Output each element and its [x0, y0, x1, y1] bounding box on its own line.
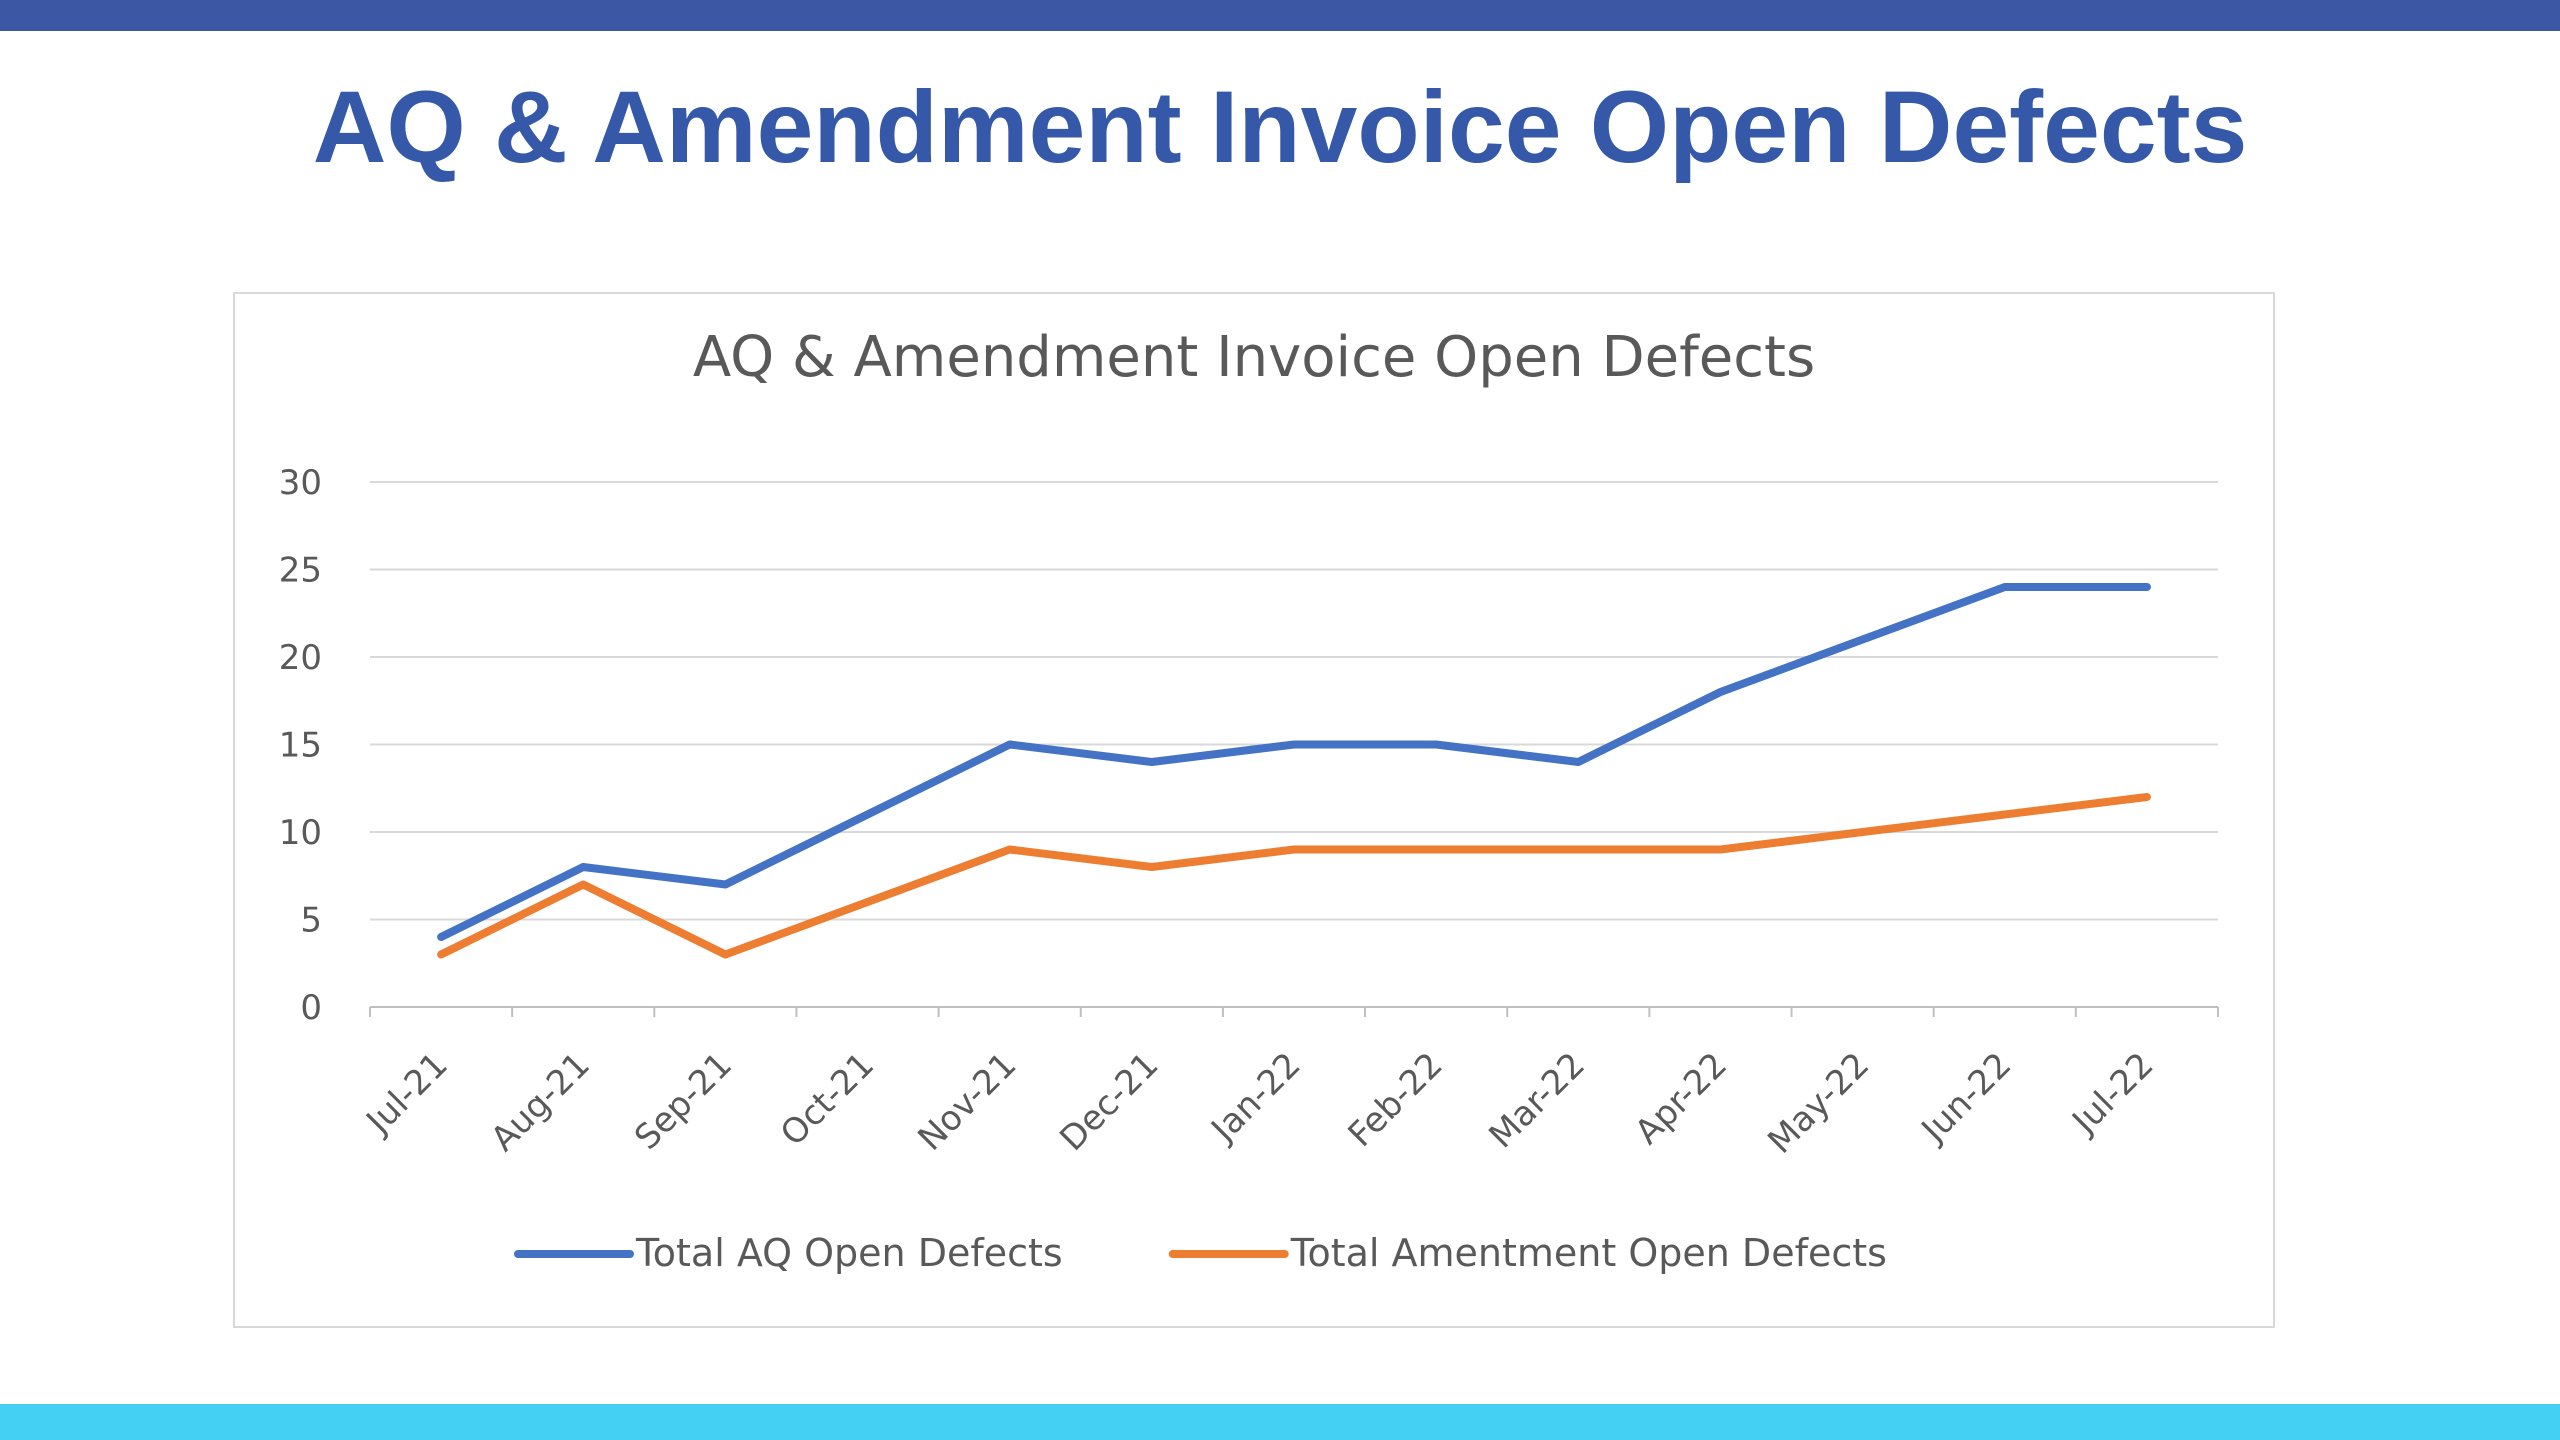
x-tick-label: Jan-22	[1203, 1045, 1309, 1151]
line-chart: AQ & Amendment Invoice Open Defects 0 5 10…	[279, 325, 2219, 1275]
series-line	[437, 583, 2151, 941]
y-tick-label: 30	[279, 463, 322, 503]
x-tick-label: Dec-21	[1052, 1045, 1166, 1159]
footer-bar	[0, 1404, 2560, 1440]
y-tick-label: 20	[279, 638, 322, 678]
x-tick-label: Sep-21	[627, 1045, 740, 1158]
series-lines	[437, 583, 2151, 959]
x-tick-label: Jul-22	[2064, 1045, 2162, 1143]
chart-frame: AQ & Amendment Invoice Open Defects 0 5 10…	[233, 292, 2275, 1328]
series-line	[437, 793, 2151, 959]
x-tick-label: Jul-21	[358, 1045, 456, 1143]
y-tick-label: 5	[300, 901, 322, 941]
x-tick-label: Apr-22	[1627, 1045, 1735, 1153]
x-tick-label: Feb-22	[1341, 1045, 1451, 1155]
chart-title: AQ & Amendment Invoice Open Defects	[693, 325, 1815, 390]
slide-title: AQ & Amendment Invoice Open Defects	[312, 70, 2248, 184]
x-tick-label: Oct-21	[773, 1045, 882, 1154]
y-axis-ticks: 0 5 10 15 20 25 30	[279, 463, 322, 1028]
legend-label: Total AQ Open Defects	[635, 1231, 1063, 1275]
gridlines	[370, 481, 2218, 921]
x-tick-label: Jun-22	[1913, 1045, 2020, 1152]
header-bar	[0, 0, 2560, 31]
y-tick-label: 0	[300, 988, 322, 1028]
y-tick-label: 15	[279, 726, 322, 766]
y-tick-label: 25	[279, 551, 322, 591]
x-tick-label: Nov-21	[910, 1045, 1024, 1159]
legend-label: Total Amentment Open Defects	[1290, 1231, 1887, 1275]
x-tick-label: Mar-22	[1481, 1045, 1592, 1156]
legend: Total AQ Open Defects Total Amentment Ope…	[514, 1231, 1887, 1275]
x-tick-label: Aug-21	[483, 1045, 597, 1159]
y-tick-label: 10	[279, 813, 322, 853]
x-axis: Jul-21 Aug-21 Sep-21 Oct-21 Nov-21 Dec-21 Jan-…	[358, 1006, 2219, 1162]
x-tick-label: May-22	[1760, 1045, 1877, 1162]
